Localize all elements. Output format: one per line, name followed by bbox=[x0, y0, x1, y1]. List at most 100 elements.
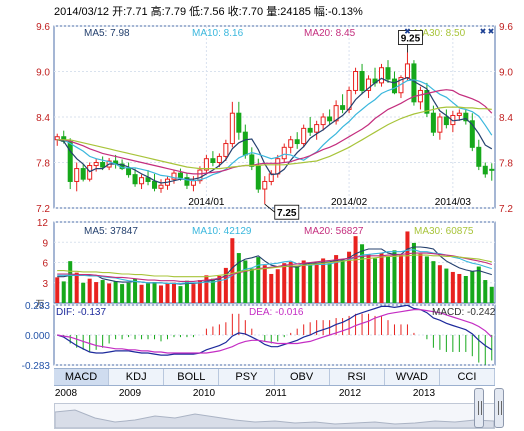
macd-legend-dea: DEA: -0.016 bbox=[249, 307, 304, 318]
volume-bar bbox=[463, 276, 468, 303]
volume-bar bbox=[100, 280, 105, 303]
volume-bar bbox=[353, 236, 358, 303]
price-candle-body bbox=[443, 116, 449, 126]
price-candle-body bbox=[184, 177, 190, 186]
price-tick-label-right: 8.4 bbox=[499, 113, 513, 124]
timeline-sparkline bbox=[54, 409, 495, 429]
timeline-navigator[interactable] bbox=[54, 403, 495, 429]
volume-bar bbox=[360, 244, 365, 303]
tab-wvad[interactable]: WVAD bbox=[385, 369, 440, 385]
volume-bar bbox=[139, 284, 144, 303]
price-candle-body bbox=[327, 116, 333, 122]
volume-bar bbox=[373, 258, 378, 303]
price-candle-body bbox=[294, 139, 300, 145]
volume-unit-label: 万 bbox=[35, 299, 44, 309]
price-candle-body bbox=[216, 155, 222, 164]
price-candle-body bbox=[67, 140, 73, 182]
timeline-year-label: 2013 bbox=[412, 388, 436, 399]
price-candle-body bbox=[177, 172, 183, 179]
volume-bar bbox=[262, 265, 267, 303]
price-legend-ma10: MA10: 8.16 bbox=[192, 28, 244, 39]
tab-rsi[interactable]: RSI bbox=[330, 369, 385, 385]
volume-bar bbox=[457, 273, 462, 303]
volume-bar bbox=[288, 261, 293, 303]
volume-bar bbox=[418, 253, 423, 303]
price-candle-body bbox=[476, 146, 482, 167]
volume-legend-ma10: MA10: 42129 bbox=[192, 226, 252, 237]
volume-bar bbox=[295, 266, 300, 303]
volume-bar bbox=[94, 282, 99, 303]
price-candle-body bbox=[366, 78, 372, 91]
volume-ma10-line bbox=[57, 249, 492, 284]
volume-bar bbox=[230, 238, 235, 303]
volume-bar bbox=[249, 268, 254, 303]
tab-boll[interactable]: BOLL bbox=[164, 369, 220, 385]
volume-bar bbox=[113, 281, 118, 303]
price-candle-body bbox=[430, 112, 436, 133]
price-candle-body bbox=[126, 168, 132, 176]
tab-cci[interactable]: CCI bbox=[440, 369, 495, 385]
price-candle-body bbox=[353, 71, 359, 91]
low-marker-label: 7.25 bbox=[277, 208, 297, 219]
volume-bar bbox=[347, 251, 352, 303]
volume-bar bbox=[243, 260, 248, 303]
tab-psy[interactable]: PSY bbox=[219, 369, 275, 385]
timeline-year-label: 2008 bbox=[54, 388, 78, 399]
macd-dea-line bbox=[57, 309, 493, 354]
price-x-tick-label: 2014/02 bbox=[331, 197, 368, 208]
price-candle-body bbox=[158, 184, 164, 189]
tab-macd[interactable]: MACD bbox=[54, 369, 110, 385]
volume-bar bbox=[120, 284, 125, 303]
volume-bar bbox=[256, 257, 261, 303]
volume-bar bbox=[269, 273, 274, 303]
price-legend-ma5: MA5: 7.98 bbox=[84, 28, 130, 39]
price-candle-body bbox=[385, 67, 391, 80]
volume-bar bbox=[405, 231, 410, 303]
timeline-year-label: 2010 bbox=[192, 388, 216, 399]
volume-bar bbox=[191, 284, 196, 303]
volume-bar bbox=[385, 256, 391, 303]
price-candle-body bbox=[482, 165, 488, 175]
tab-obv[interactable]: OBV bbox=[275, 369, 330, 385]
price-candle-body bbox=[223, 143, 229, 157]
macd-tick-label: 0.283 bbox=[25, 301, 50, 312]
volume-bar bbox=[171, 282, 176, 303]
tab-kdj[interactable]: KDJ bbox=[109, 369, 165, 385]
volume-bar bbox=[398, 255, 403, 303]
volume-bar bbox=[197, 280, 202, 303]
volume-bar bbox=[55, 277, 60, 303]
price-candle-body bbox=[320, 116, 326, 126]
price-candle-body bbox=[417, 89, 423, 103]
price-candle-body bbox=[100, 162, 106, 168]
price-candle-body bbox=[80, 168, 86, 180]
volume-bar bbox=[133, 278, 138, 303]
volume-tick-label: 6 bbox=[42, 259, 48, 270]
volume-bar bbox=[152, 282, 157, 303]
volume-bar bbox=[334, 255, 339, 303]
price-candle-body bbox=[307, 127, 313, 133]
volume-bar bbox=[178, 286, 183, 303]
price-candle-body bbox=[152, 180, 158, 189]
price-candle-body bbox=[262, 180, 268, 190]
timeline-left-handle[interactable] bbox=[474, 388, 484, 428]
timeline-year-label: 2012 bbox=[338, 388, 362, 399]
volume-bar bbox=[483, 280, 488, 303]
price-ma10-line bbox=[57, 79, 493, 182]
volume-bar bbox=[301, 260, 306, 303]
price-candle-body bbox=[210, 158, 216, 163]
timeline-right-handle[interactable] bbox=[494, 388, 504, 428]
event-marker: ✖ bbox=[480, 27, 487, 36]
volume-bar bbox=[204, 275, 209, 303]
price-x-tick-label: 2014/01 bbox=[188, 197, 225, 208]
price-tick-label-left: 8.4 bbox=[36, 113, 50, 124]
price-tick-label-left: 9.0 bbox=[36, 68, 50, 79]
volume-bar bbox=[470, 271, 475, 303]
volume-bar bbox=[74, 272, 79, 303]
volume-ma5-line bbox=[57, 246, 492, 285]
price-candle-body bbox=[281, 146, 287, 160]
price-candle-body bbox=[469, 120, 475, 148]
high-marker-label: 9.25 bbox=[401, 34, 421, 45]
indicator-tabs: MACD KDJ BOLL PSY OBV RSI WVAD CCI bbox=[54, 368, 495, 386]
volume-bar bbox=[476, 266, 481, 303]
